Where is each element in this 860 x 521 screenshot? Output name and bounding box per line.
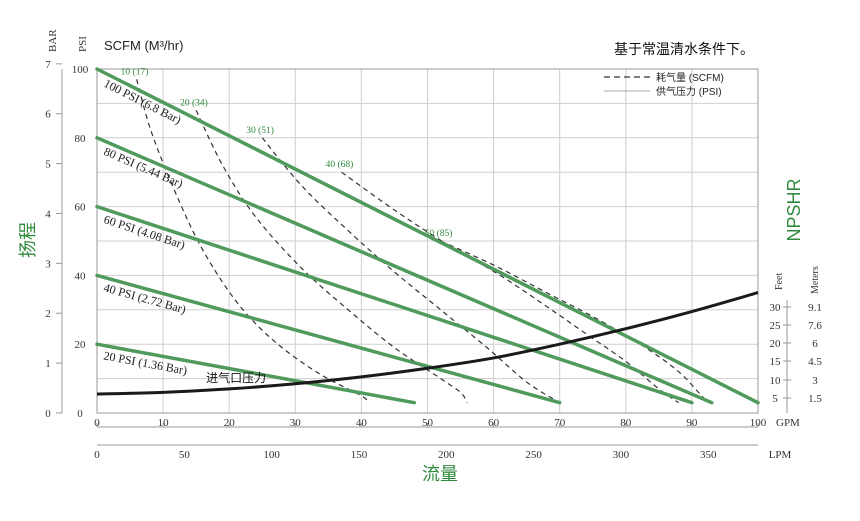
- inlet-pressure-line: [96, 291, 759, 396]
- npshr-feet-label: 10: [770, 375, 782, 387]
- npshr-feet-label: 25: [770, 320, 782, 332]
- gpm-tick-label: 90: [686, 417, 698, 429]
- gpm-tick-label: 50: [422, 417, 434, 429]
- chart-title: 基于常温清水条件下。: [614, 41, 754, 57]
- lpm-tick-label: 0: [94, 449, 100, 461]
- air-curve-label: 10 (17): [121, 66, 149, 77]
- gpm-units-label: GPM: [776, 417, 800, 429]
- pressure-line-4: [95, 273, 562, 405]
- air-curve-1: [136, 79, 369, 404]
- psi-tick-label: 80: [75, 133, 87, 145]
- gpm-tick-label: 100: [750, 417, 767, 429]
- pressure-line-2: [95, 136, 714, 405]
- air-curve-label: 30 (51): [246, 125, 274, 136]
- bar-tick-label: 4: [45, 208, 51, 220]
- air-curve-label: 20 (34): [180, 97, 208, 108]
- lpm-tick-label: 100: [263, 449, 280, 461]
- legend-label-pressure: 供气压力 (PSI): [656, 85, 722, 98]
- scfm-units-label: SCFM (M³/hr): [104, 38, 183, 53]
- psi-tick-label: 0: [77, 408, 83, 420]
- legend-label-air: 耗气量 (SCFM): [656, 71, 724, 84]
- bar-tick-label: 6: [45, 109, 51, 121]
- air-curve-2: [195, 110, 468, 404]
- lpm-tick-label: 350: [700, 449, 717, 461]
- lpm-tick-label: 300: [613, 449, 630, 461]
- inlet-pressure-curve: 进气口压力: [96, 291, 759, 396]
- air-curve-5: [440, 240, 706, 400]
- bar-tick-label: 2: [45, 308, 51, 320]
- psi-tick-label: 60: [75, 202, 87, 214]
- pressure-line-1: [95, 67, 760, 405]
- bar-units-label: BAR: [47, 29, 59, 52]
- gpm-tick-label: 70: [554, 417, 566, 429]
- lpm-tick-label: 200: [438, 449, 455, 461]
- pressure-line-3: [95, 204, 694, 405]
- npshr-feet-label: 30: [770, 302, 782, 314]
- air-curve-label: 50 (85): [425, 228, 453, 239]
- pressure-line-label: 100 PSI (6.8 Bar): [102, 76, 184, 127]
- bar-tick-label: 7: [45, 59, 51, 71]
- gpm-tick-label: 10: [158, 417, 170, 429]
- psi-tick-label: 40: [75, 270, 87, 282]
- bar-tick-label: 3: [45, 258, 51, 270]
- lpm-units-label: LPM: [769, 449, 792, 461]
- gpm-tick-label: 0: [94, 417, 100, 429]
- inlet-pressure-label: 进气口压力: [206, 370, 266, 385]
- npshr-feet-label: 5: [772, 393, 778, 405]
- plot-frame: [96, 68, 759, 414]
- psi-units-label: PSI: [77, 36, 89, 52]
- lpm-tick-label: 250: [525, 449, 542, 461]
- grid: [96, 68, 759, 414]
- npshr-meters-label: 7.6: [808, 320, 822, 332]
- psi-tick-label: 20: [75, 339, 87, 351]
- npshr-meters-units: Meters: [810, 266, 821, 294]
- pressure-line-5: [95, 342, 417, 405]
- x-axis-title: 流量: [422, 464, 458, 484]
- npshr-feet-label: 20: [770, 338, 782, 350]
- npshr-feet-units: Feet: [774, 273, 785, 290]
- bar-tick-label: 5: [45, 159, 51, 171]
- bar-tick-label: 1: [45, 358, 51, 370]
- lpm-tick-label: 50: [179, 449, 191, 461]
- gpm-tick-label: 40: [356, 417, 368, 429]
- npshr-axis-title: NPSHR: [784, 178, 804, 241]
- pressure-line-label: 40 PSI (2.72 Bar): [102, 280, 187, 316]
- y-axis-title: 扬程: [18, 222, 38, 258]
- air-consumption-curves: 10 (17) 20 (34) 30 (51) 40 (68) 50 (85): [121, 66, 706, 404]
- npshr-meters-label: 6: [812, 338, 818, 350]
- gpm-tick-label: 80: [620, 417, 632, 429]
- npshr-meters-label: 9.1: [808, 302, 822, 314]
- lpm-tick-label: 150: [351, 449, 368, 461]
- npshr-meters-label: 4.5: [808, 356, 822, 368]
- gpm-tick-label: 60: [488, 417, 500, 429]
- gpm-tick-label: 30: [290, 417, 302, 429]
- air-curve-label: 40 (68): [326, 159, 354, 170]
- npshr-feet-label: 15: [770, 356, 782, 368]
- npshr-meters-label: 3: [812, 375, 818, 387]
- psi-tick-label: 100: [72, 64, 89, 76]
- chart-labels: 流量 扬程 NPSHR SCFM (M³/hr) 基于常温清水条件下。耗气量 (SCFM…: [18, 38, 804, 484]
- air-curve-4: [341, 171, 680, 404]
- pressure-line-label: 80 PSI (5.44 Bar): [102, 144, 185, 190]
- bar-tick-label: 0: [45, 408, 51, 420]
- air-curve-3: [261, 137, 561, 404]
- gpm-tick-label: 20: [224, 417, 236, 429]
- npshr-meters-label: 1.5: [808, 393, 822, 405]
